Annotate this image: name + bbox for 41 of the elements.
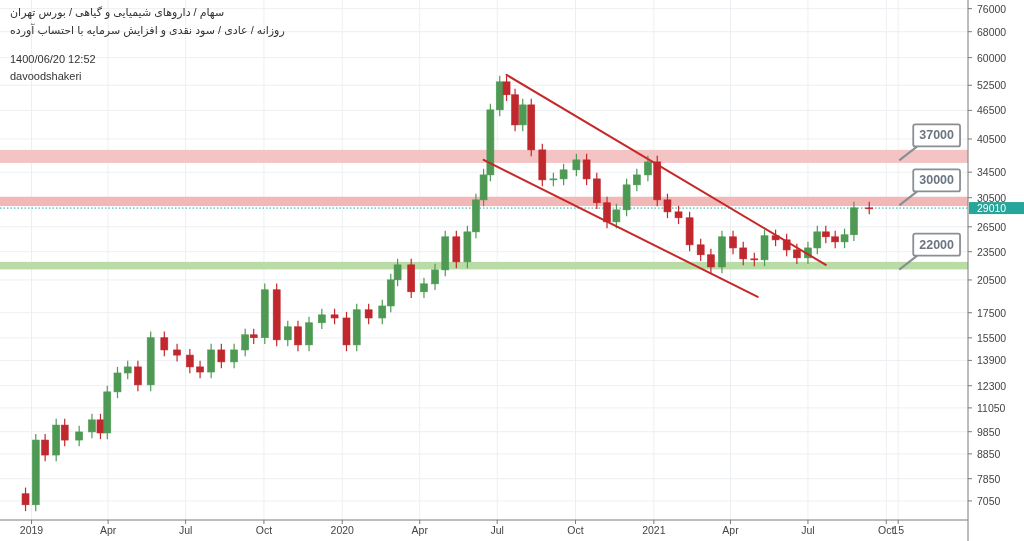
ref-line-label: 29010 [977, 202, 1007, 215]
x-tick-label: Oct [878, 524, 895, 536]
annotation: 1400/06/20 12:52 [10, 53, 96, 65]
y-tick-label: 68000 [977, 25, 1007, 38]
text: روزانه / عادی / سود نقدی و افزایش سرمایه با احتساب آورده [10, 23, 285, 37]
band-label: 30000 [919, 173, 955, 188]
y-tick-label: 23500 [977, 245, 1007, 258]
x-tick-label: Apr [99, 524, 117, 536]
y-tick-label: 30500 [977, 191, 1007, 204]
x-tick-label: Jul [490, 524, 504, 536]
y-tick-label: 40500 [977, 132, 1007, 145]
y-tick-label: 46500 [977, 104, 1007, 117]
y-tick-label: 52500 [977, 79, 1007, 92]
x-tick-label: Oct [567, 524, 584, 536]
x-tick-label: Apr [722, 524, 740, 536]
x-tick-label: 2019 [19, 524, 44, 536]
y-tick-label: 60000 [977, 51, 1007, 64]
x-tick-label: Jul [178, 524, 193, 536]
band-label: 22000 [919, 237, 955, 252]
y-tick-label: 12300 [977, 379, 1007, 392]
y-tick-label: 9850 [977, 425, 1001, 438]
x-tick-label: 2021 [642, 524, 666, 536]
y-tick-label: 8850 [977, 447, 1001, 460]
x-tick-label: Apr [411, 524, 429, 536]
y-tick-label: 11050 [977, 401, 1006, 414]
band-label: 37000 [919, 128, 955, 143]
ref-label: 29010 [969, 202, 1024, 215]
y-tick-label: 13900 [977, 354, 1007, 367]
x-tick-label: Oct [255, 524, 273, 536]
annotation: davoodshakeri [10, 70, 82, 82]
text: سهام / داروهای شیمیایی و گیاهی / بورس تهران [10, 6, 225, 19]
y-tick-label: 15500 [977, 331, 1007, 344]
y-tick-label: 20500 [977, 273, 1007, 286]
x-tick-label: 2020 [330, 524, 355, 536]
y-tick-label: 26500 [977, 220, 1007, 233]
y-tick-label: 7850 [977, 472, 1001, 485]
y-tick-label: 7050 [977, 494, 1001, 507]
x-tick-label: Jul [801, 524, 815, 536]
y-tick-label: 76000 [977, 2, 1007, 15]
y-tick-label: 17500 [977, 306, 1007, 319]
y-tick-label: 34500 [977, 166, 1007, 179]
